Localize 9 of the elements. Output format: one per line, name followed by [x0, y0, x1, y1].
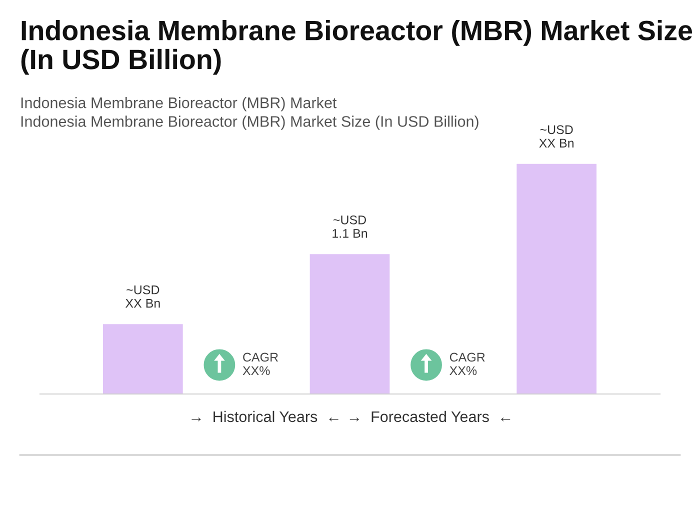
annotation: CAGR XX% — [242, 352, 278, 376]
annotation: CAGR XX% — [450, 352, 485, 376]
text: → Historical Years ← — [192, 410, 338, 422]
data-label: ~USD XX Bn — [539, 125, 574, 148]
chart-title: Indonesia Membrane Bioreactor (MBR) Market Size (In USD Billion) — [21, 20, 692, 75]
text: → Forecasted Years ← — [350, 410, 510, 422]
chart-subtitle: Indonesia Membrane Bioreactor (MBR) Market Indonesia Membrane Bioreactor (MBR) Market Size (In USD Billion) — [21, 97, 478, 130]
data-label: ~USD XX Bn — [125, 285, 160, 308]
data-label: ~USD 1.1 Bn — [332, 216, 368, 238]
